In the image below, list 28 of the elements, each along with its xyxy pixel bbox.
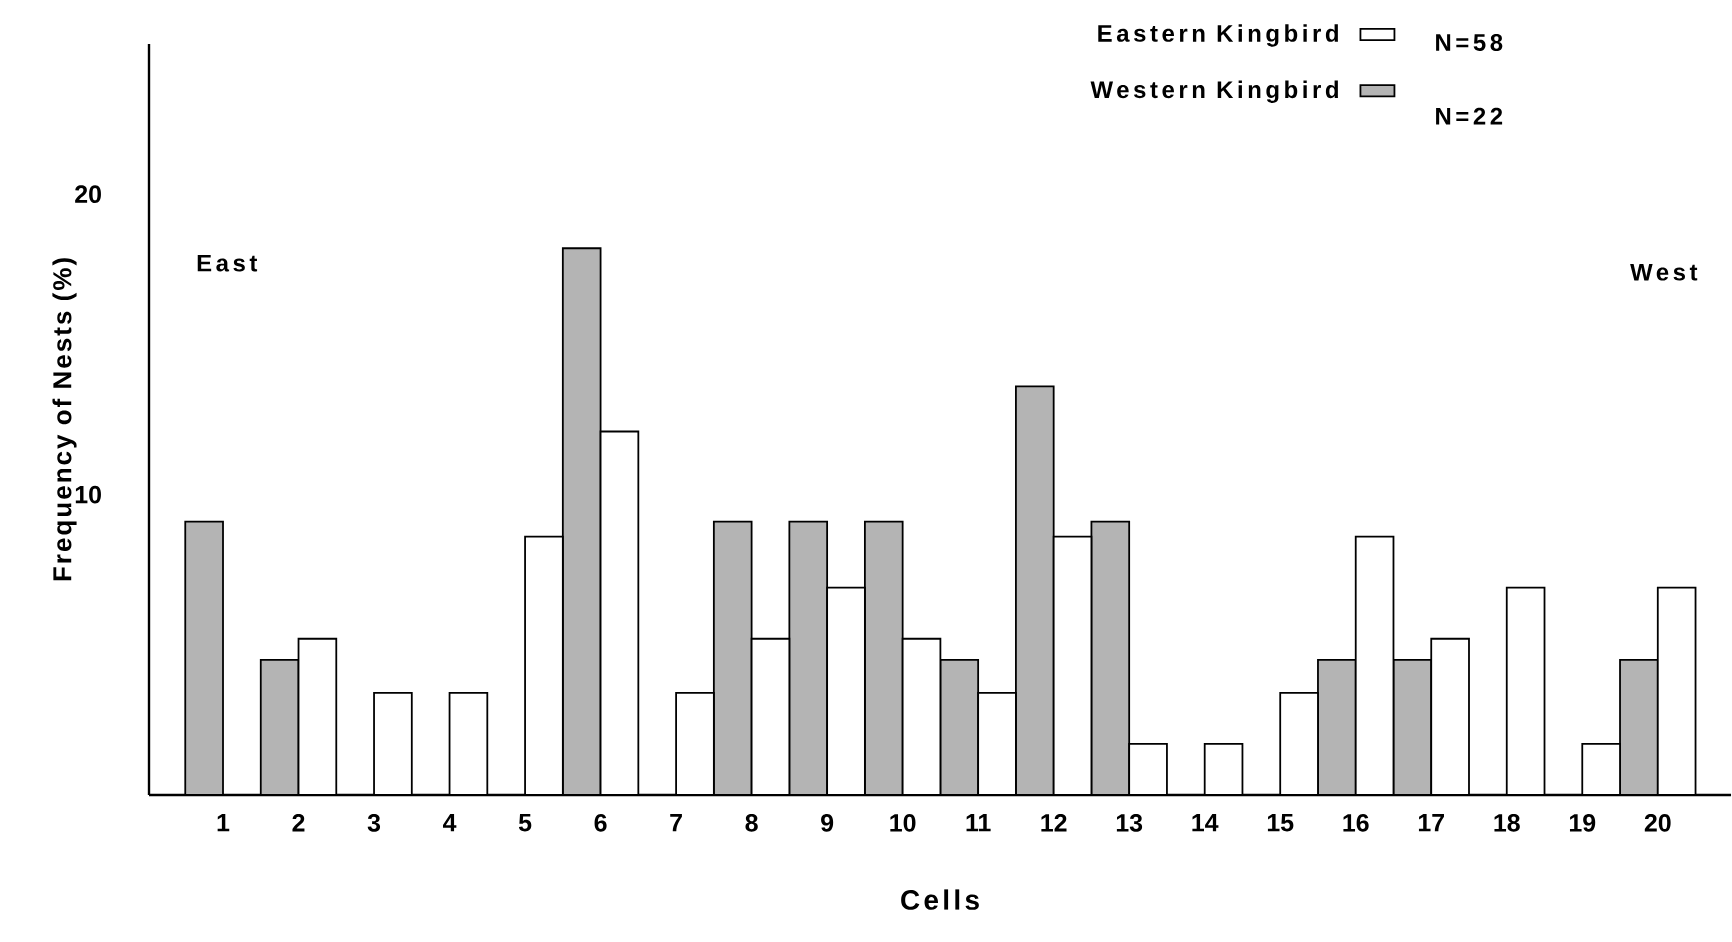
annotation: N=58 bbox=[1436, 34, 1503, 51]
x-tick-label: 16 bbox=[1343, 814, 1369, 832]
x-axis-title: Cells bbox=[901, 889, 979, 910]
x-tick-label: 14 bbox=[1192, 814, 1219, 832]
x-tick-label: 4 bbox=[443, 814, 457, 832]
x-tick-label: 5 bbox=[518, 814, 532, 832]
x-tick-label: 11 bbox=[966, 814, 991, 832]
x-tick-label: 17 bbox=[1418, 814, 1444, 832]
x-tick-label: 9 bbox=[821, 814, 834, 832]
x-tick-label: 1 bbox=[217, 814, 230, 832]
legend-label: Eastern Kingbird bbox=[1098, 24, 1338, 47]
x-tick-label: 18 bbox=[1494, 814, 1520, 832]
x-tick-label: 20 bbox=[1644, 814, 1671, 832]
x-tick-label: 2 bbox=[292, 814, 305, 832]
x-tick-label: 7 bbox=[670, 814, 682, 832]
x-tick-label: 12 bbox=[1041, 814, 1067, 832]
annotation: East bbox=[197, 254, 258, 272]
x-tick-label: 10 bbox=[890, 814, 916, 832]
legend-label: Western Kingbird bbox=[1090, 80, 1338, 103]
y-axis-title: Frequency of Nests (%) bbox=[52, 258, 77, 581]
x-tick-label: 6 bbox=[594, 814, 607, 832]
x-tick-label: 8 bbox=[745, 814, 758, 832]
x-tick-label: 13 bbox=[1116, 814, 1143, 832]
annotation: West bbox=[1630, 263, 1698, 281]
x-tick-label: 3 bbox=[367, 814, 381, 832]
x-tick-label: 15 bbox=[1267, 814, 1294, 832]
x-tick-label: 19 bbox=[1569, 814, 1596, 832]
annotation: N=22 bbox=[1436, 107, 1503, 125]
